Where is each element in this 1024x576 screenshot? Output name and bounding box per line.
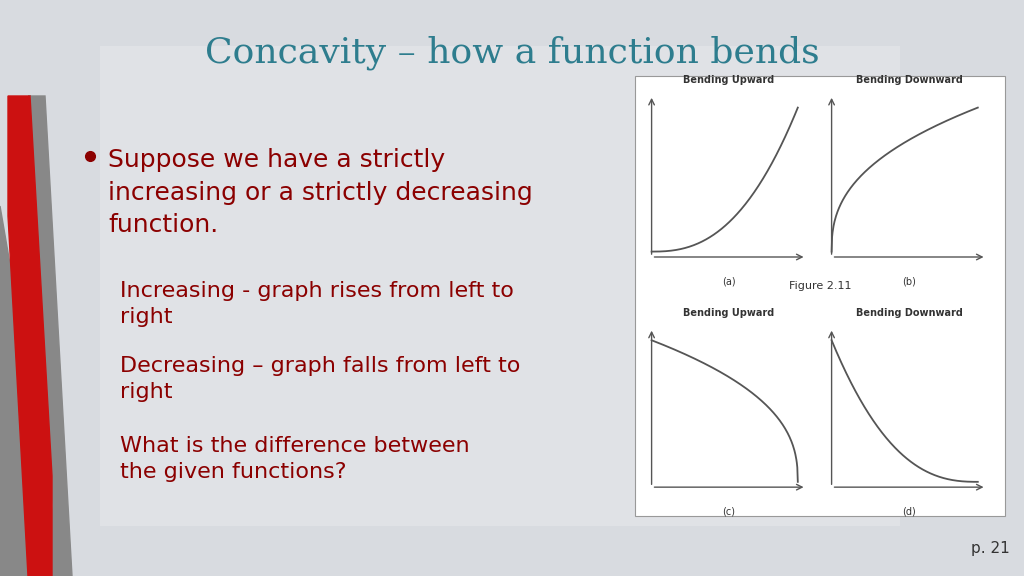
Polygon shape bbox=[8, 96, 52, 576]
Title: Bending Upward: Bending Upward bbox=[683, 75, 774, 85]
Polygon shape bbox=[28, 96, 72, 576]
Title: Bending Downward: Bending Downward bbox=[856, 308, 963, 318]
Polygon shape bbox=[0, 206, 55, 576]
Bar bbox=[635, 76, 1005, 516]
Text: Figure 2.11: Figure 2.11 bbox=[788, 281, 851, 291]
Text: (a): (a) bbox=[722, 277, 736, 287]
Title: Bending Upward: Bending Upward bbox=[683, 308, 774, 318]
Text: (b): (b) bbox=[902, 277, 915, 287]
Bar bbox=[100, 46, 900, 526]
Text: Increasing - graph rises from left to
right: Increasing - graph rises from left to ri… bbox=[120, 281, 514, 327]
Text: (d): (d) bbox=[902, 507, 915, 517]
Text: Concavity – how a function bends: Concavity – how a function bends bbox=[205, 36, 819, 70]
Text: p. 21: p. 21 bbox=[971, 541, 1010, 556]
Text: (c): (c) bbox=[723, 507, 735, 517]
Title: Bending Downward: Bending Downward bbox=[856, 75, 963, 85]
Text: Suppose we have a strictly
increasing or a strictly decreasing
function.: Suppose we have a strictly increasing or… bbox=[108, 148, 532, 237]
Text: What is the difference between
the given functions?: What is the difference between the given… bbox=[120, 436, 470, 483]
Text: Decreasing – graph falls from left to
right: Decreasing – graph falls from left to ri… bbox=[120, 356, 520, 403]
